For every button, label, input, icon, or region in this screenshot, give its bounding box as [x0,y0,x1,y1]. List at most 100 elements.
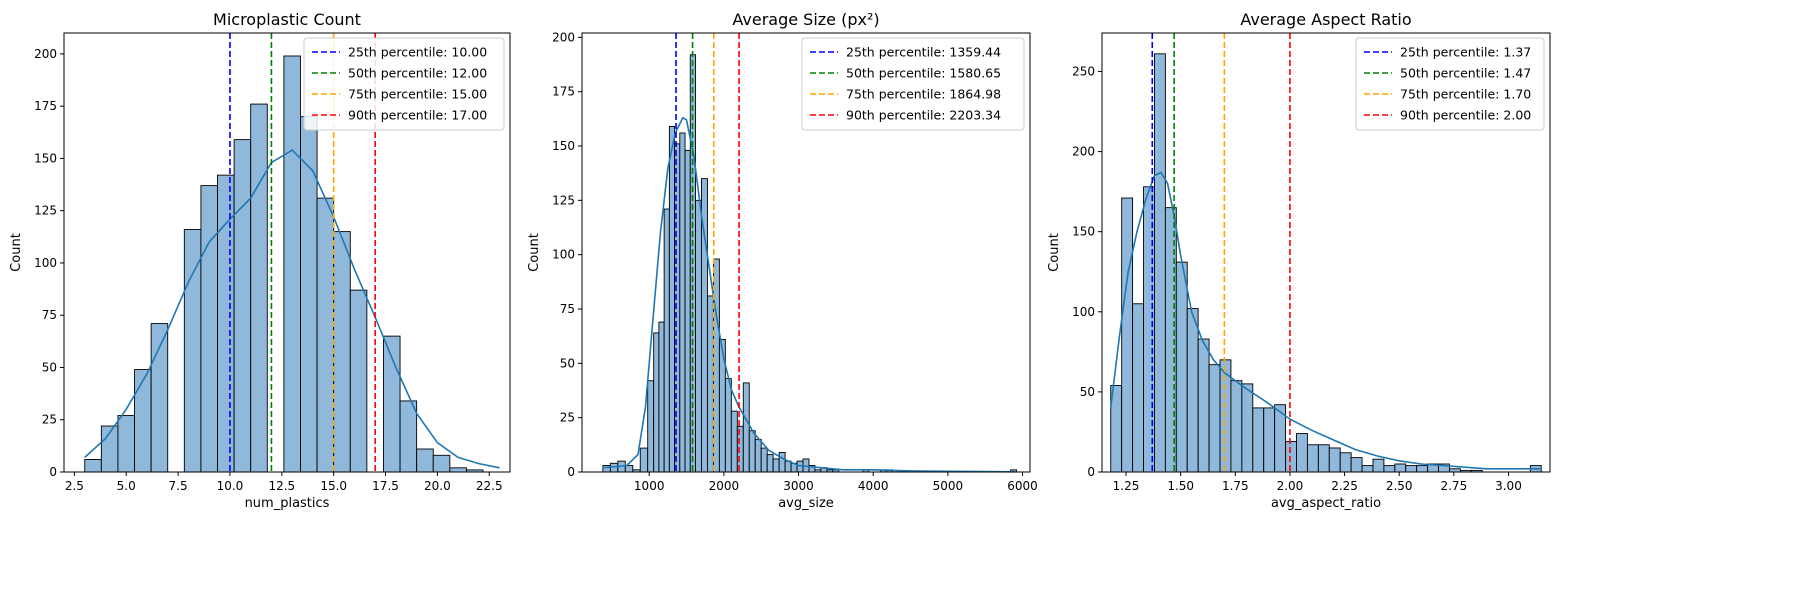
histogram-bar [283,55,301,473]
histogram-bar [658,321,665,473]
y-tick-label: 50 [560,356,575,370]
legend-entry: 90th percentile: 2203.34 [846,108,1001,123]
y-axis-label: Count [527,233,542,272]
kde-line [604,116,1016,473]
legend-entry: 50th percentile: 1580.65 [846,66,1001,81]
legend-entry: 25th percentile: 1359.44 [846,45,1001,60]
histogram-bar [183,229,202,473]
x-tick-label: 7.5 [169,479,188,493]
histogram-bar [1132,303,1144,473]
legend: 25th percentile: 1.37 50th percentile: 1.… [1355,37,1545,131]
x-tick-label: 22.5 [476,479,503,493]
histogram-bar [724,378,732,473]
histogram-bar [1252,407,1265,473]
histogram-bar [760,447,768,473]
y-tick-label: 25 [560,411,575,425]
legend-entry: 25th percentile: 10.00 [348,45,487,60]
legend-entry: 75th percentile: 1.70 [1400,87,1531,102]
y-tick-label: 200 [34,47,57,61]
histogram-bar [772,458,780,473]
histogram-bar [349,289,368,473]
axes-frame [581,32,1031,473]
legend-box [801,37,1025,131]
histogram-bar [1153,53,1166,473]
y-tick-label: 100 [34,256,57,270]
histogram-bar [647,380,655,473]
histogram-bar [1372,458,1385,473]
histogram-bar [1208,364,1221,473]
x-tick-label: 6000 [1007,479,1038,493]
histogram-bar [663,208,670,473]
histogram-bar [1405,465,1418,473]
chart-title: Average Size (px²) [732,10,879,29]
histogram-bar [1416,465,1429,473]
histogram-bar [668,126,676,473]
y-tick-label: 150 [34,151,57,165]
x-tick-label: 1.50 [1167,479,1194,493]
histogram-bar [748,430,756,473]
histogram-bar [1175,261,1188,473]
histogram-bar [784,460,792,473]
legend-entry: 75th percentile: 1864.98 [846,87,1001,102]
x-tick-label: 5.0 [117,479,136,493]
legend-entry: 90th percentile: 17.00 [348,108,487,123]
legend: 25th percentile: 10.00 50th percentile: 1… [303,37,505,131]
y-axis-label: Count [9,233,24,272]
microplastic-count-panel: Microplastic Count num_plastics Count 2.… [9,10,511,511]
y-tick-label: 0 [567,465,575,479]
x-tick-label: 5000 [933,479,964,493]
y-tick-label: 150 [1072,225,1095,239]
y-tick-label: 100 [552,248,575,262]
histogram-bar [684,149,691,473]
histogram-bar [742,382,750,473]
axes-frame [63,32,511,473]
legend-entry: 50th percentile: 12.00 [348,66,487,81]
x-axis-label: avg_aspect_ratio [1271,496,1381,511]
y-tick-label: 0 [49,465,57,479]
histogram-bar [1263,407,1276,473]
x-tick-label: 2.00 [1277,479,1304,493]
histogram-bar [1317,444,1330,473]
histogram-bar [316,197,335,473]
x-tick-label: 1.25 [1113,479,1140,493]
x-tick-label: 12.5 [268,479,295,493]
y-tick-label: 175 [34,99,57,113]
axes: 1000 2000 3000 4000 5000 6000 0 25 50 75 100 125 150… [552,30,1038,493]
histogram-bar [730,410,738,473]
x-tick-label: 20.0 [424,479,451,493]
histogram-bar [432,454,451,473]
y-tick-label: 200 [552,30,575,44]
histogram-bar [766,454,774,473]
histogram-bar [624,465,634,473]
x-tick-label: 2.25 [1331,479,1358,493]
legend: 25th percentile: 1359.44 50th percentile:… [801,37,1025,131]
histogram-bar [117,415,135,473]
x-tick-label: 1.75 [1222,479,1249,493]
chart-title: Average Aspect Ratio [1240,10,1411,29]
x-tick-label: 3000 [783,479,814,493]
y-tick-label: 25 [42,413,57,427]
histogram-bar [217,174,235,473]
axes-frame [1101,32,1551,473]
y-tick-label: 200 [1072,145,1095,159]
x-tick-label: 2.5 [65,479,84,493]
histogram-bar [200,185,218,473]
histogram-bar [695,199,702,473]
y-tick-label: 50 [1080,385,1095,399]
histogram-bar [300,116,318,473]
y-axis-label: Count [1047,233,1062,272]
y-tick-label: 250 [1072,64,1095,78]
histogram-bar [706,295,714,473]
x-tick-label: 2000 [709,479,740,493]
kde-line [84,149,500,469]
y-tick-label: 100 [1072,305,1095,319]
histogram-bar [1361,465,1374,473]
x-tick-label: 1000 [634,479,665,493]
legend-entry: 50th percentile: 1.47 [1400,66,1531,81]
histogram-bar [1339,452,1352,473]
histogram-bar [1197,338,1210,473]
average-size-panel: Average Size (px²) avg_size Count 1000 20… [527,10,1038,511]
y-tick-label: 75 [560,302,575,316]
chart-title: Microplastic Count [213,10,361,29]
histogram-bar [778,451,786,473]
